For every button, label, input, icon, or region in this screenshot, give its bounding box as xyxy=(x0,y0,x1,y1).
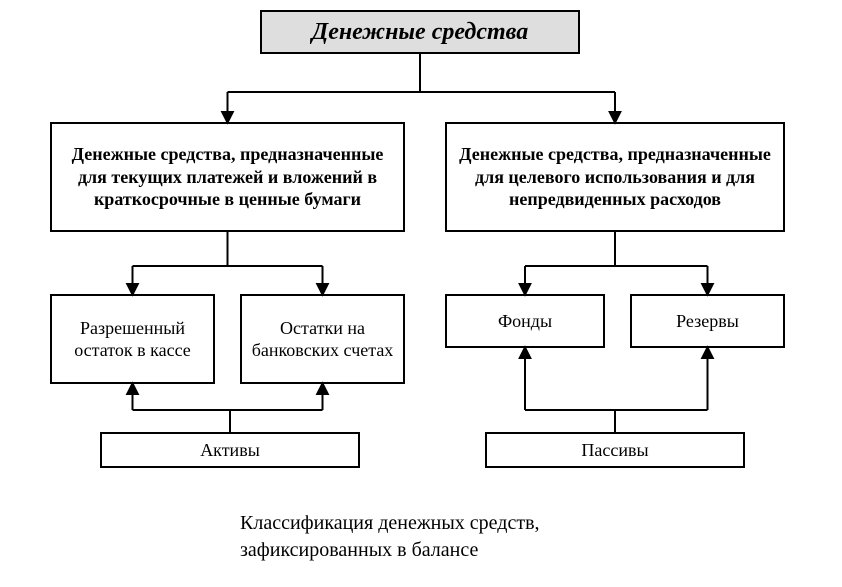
node-rr: Резервы xyxy=(630,294,785,348)
node-right-mid: Денежные средства, предназначенные для ц… xyxy=(445,122,785,232)
node-left-mid-label: Денежные средства, предназначенные для т… xyxy=(60,143,395,211)
node-rl: Фонды xyxy=(445,294,605,348)
node-ll: Разрешенный остаток в кассе xyxy=(50,294,215,384)
node-rfoot: Пассивы xyxy=(485,432,745,468)
node-right-mid-label: Денежные средства, предназначенные для ц… xyxy=(455,143,775,211)
node-rl-label: Фонды xyxy=(498,310,552,333)
node-root-label: Денежные средства xyxy=(312,19,528,46)
node-rr-label: Резервы xyxy=(676,310,739,333)
node-left-mid: Денежные средства, предназначенные для т… xyxy=(50,122,405,232)
node-lr: Остатки на банковских счетах xyxy=(240,294,405,384)
node-rfoot-label: Пассивы xyxy=(581,440,648,461)
node-ll-label: Разрешенный остаток в кассе xyxy=(60,317,205,362)
caption-line2: зафиксированных в балансе xyxy=(240,539,478,561)
node-root: Денежные средства xyxy=(260,10,580,54)
caption-line1: Классификация денежных средств, xyxy=(240,512,540,534)
node-lfoot: Активы xyxy=(100,432,360,468)
caption: Классификация денежных средств, зафиксир… xyxy=(240,510,540,564)
diagram-stage: Денежные средства Денежные средства, пре… xyxy=(0,0,842,587)
node-lfoot-label: Активы xyxy=(200,440,260,461)
node-lr-label: Остатки на банковских счетах xyxy=(250,317,395,362)
